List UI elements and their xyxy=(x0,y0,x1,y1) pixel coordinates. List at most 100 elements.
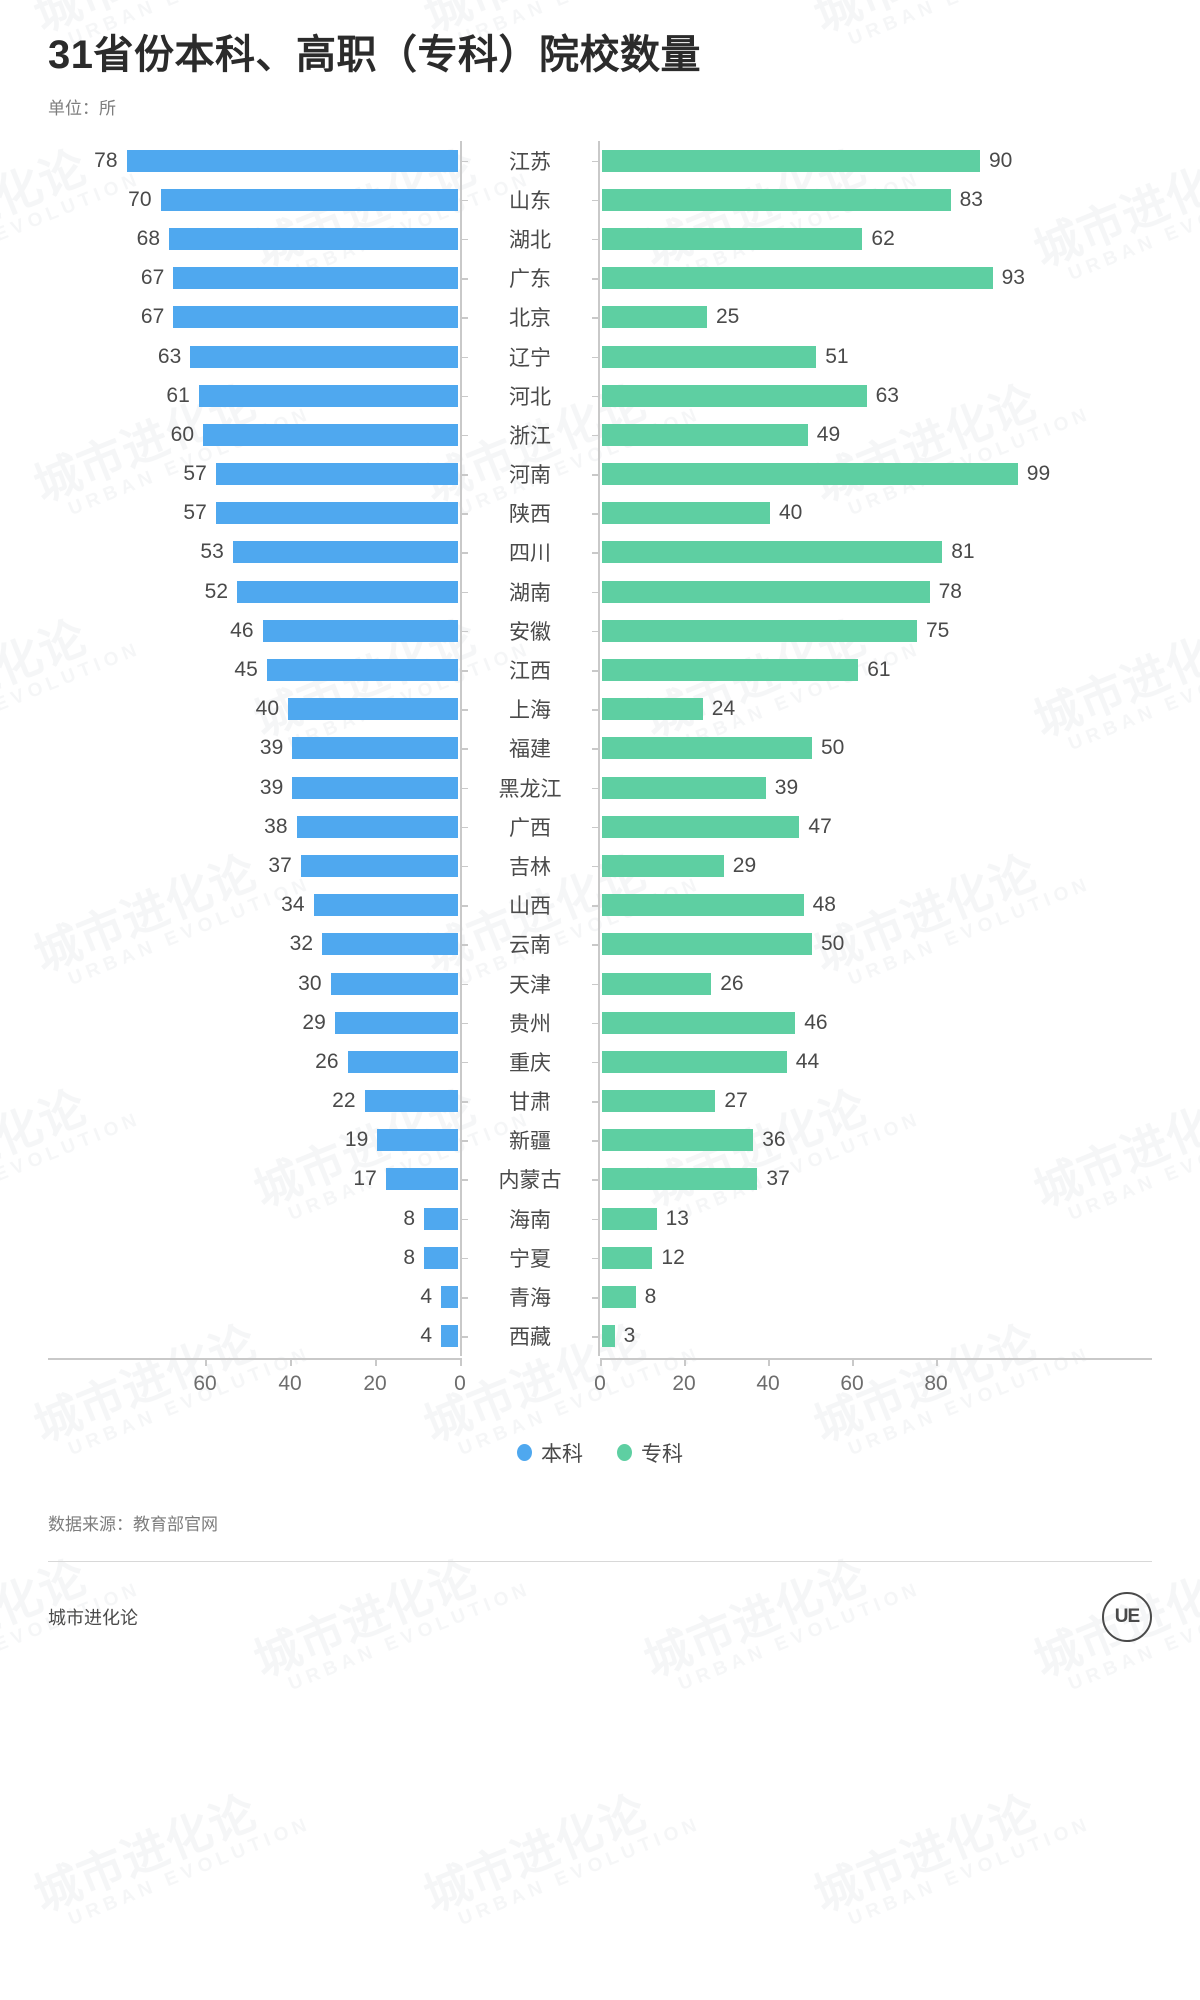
right-row-tick xyxy=(584,1082,600,1121)
left-bar xyxy=(377,1129,458,1152)
left-bar-value: 22 xyxy=(332,1089,356,1113)
left-row-tick xyxy=(460,1082,476,1121)
left-bar xyxy=(334,1011,458,1034)
right-bar-cell: 13 xyxy=(600,1199,1152,1238)
left-bar xyxy=(262,619,458,642)
left-bar-value: 45 xyxy=(234,658,258,682)
footer-divider xyxy=(48,1560,1152,1562)
left-bar-value: 26 xyxy=(315,1049,339,1073)
right-bar xyxy=(602,659,859,682)
right-bar-cell: 40 xyxy=(600,494,1152,533)
left-bar-cell: 57 xyxy=(48,455,460,494)
chart-row: 8 海南 13 xyxy=(48,1199,1152,1238)
right-bar-value: 93 xyxy=(1001,266,1025,290)
chart-row: 37 吉林 29 xyxy=(48,846,1152,885)
left-bar-cell: 45 xyxy=(48,650,460,689)
legend-label: 本科 xyxy=(541,1442,583,1466)
right-bar-value: 78 xyxy=(938,579,962,603)
left-bar-cell: 38 xyxy=(48,807,460,846)
right-bar xyxy=(602,1207,657,1230)
left-bar-cell: 46 xyxy=(48,611,460,650)
chart-legend: 本科 专科 xyxy=(48,1438,1152,1468)
province-label: 河南 xyxy=(509,464,551,488)
chart-row: 19 新疆 36 xyxy=(48,1121,1152,1160)
chart-row: 67 北京 25 xyxy=(48,298,1152,337)
left-bar xyxy=(424,1207,458,1230)
chart-row: 61 河北 63 xyxy=(48,376,1152,415)
axis-tick-mark xyxy=(684,1357,686,1366)
province-label: 辽宁 xyxy=(509,346,551,370)
left-row-tick xyxy=(460,1160,476,1199)
province-label: 云南 xyxy=(509,934,551,958)
left-bar-cell: 19 xyxy=(48,1121,460,1160)
left-bar-value: 52 xyxy=(204,579,228,603)
left-bar-cell: 63 xyxy=(48,337,460,376)
axis-tick-label: 60 xyxy=(193,1371,217,1395)
legend-item[interactable]: 本科 xyxy=(517,1438,583,1468)
left-row-tick xyxy=(460,964,476,1003)
right-bar xyxy=(602,972,712,995)
right-bar xyxy=(602,737,812,760)
chart-row: 32 云南 50 xyxy=(48,925,1152,964)
left-row-tick xyxy=(460,690,476,729)
right-bar-value: 26 xyxy=(720,971,744,995)
left-row-tick xyxy=(460,415,476,454)
right-bar-value: 24 xyxy=(711,697,736,721)
province-label: 西藏 xyxy=(509,1326,551,1350)
right-bar xyxy=(602,1129,754,1152)
axis-tick-label: 0 xyxy=(454,1371,466,1395)
chart-row: 70 山东 83 xyxy=(48,180,1152,219)
axis-tick-label: 60 xyxy=(840,1371,864,1395)
chart-row: 29 贵州 46 xyxy=(48,1003,1152,1042)
right-row-tick xyxy=(584,768,600,807)
axis-tick-label: 80 xyxy=(924,1371,948,1395)
left-row-tick xyxy=(460,650,476,689)
chart-body: 78 江苏 90 70 山东 83 68 湖北 62 67 广东 93 67 北京 25 63 辽宁 51 61 河北… xyxy=(48,141,1152,1408)
right-row-tick xyxy=(584,180,600,219)
right-row-tick xyxy=(584,729,600,768)
chart-header: 31省份本科、高职（专科）院校数量 单位：所 xyxy=(48,0,1152,119)
right-bar-value: 25 xyxy=(716,305,740,329)
chart-row: 34 山西 48 xyxy=(48,886,1152,925)
left-bar xyxy=(313,894,458,917)
left-bar-cell: 4 xyxy=(48,1277,460,1316)
right-bar-cell: 29 xyxy=(600,846,1152,885)
province-label: 广东 xyxy=(509,268,551,292)
right-bar-cell: 36 xyxy=(600,1121,1152,1160)
left-row-tick xyxy=(460,572,476,611)
left-bar-value: 17 xyxy=(353,1167,377,1191)
right-row-tick xyxy=(584,1199,600,1238)
right-bar xyxy=(602,384,867,407)
left-row-tick xyxy=(460,455,476,494)
left-row-tick xyxy=(460,611,476,650)
right-bar xyxy=(602,149,980,172)
left-row-tick xyxy=(460,180,476,219)
right-bar-cell: 26 xyxy=(600,964,1152,1003)
left-bar xyxy=(347,1050,458,1073)
right-row-tick xyxy=(584,376,600,415)
left-bar xyxy=(160,188,458,211)
left-bar xyxy=(126,149,458,172)
left-bar xyxy=(266,659,458,682)
province-label: 内蒙古 xyxy=(498,1169,562,1193)
right-bar xyxy=(602,306,707,329)
right-bar-cell: 25 xyxy=(600,298,1152,337)
left-bar-value: 78 xyxy=(94,148,118,172)
province-label: 新疆 xyxy=(509,1130,551,1154)
right-bar xyxy=(602,815,800,838)
left-row-tick xyxy=(460,729,476,768)
province-label: 宁夏 xyxy=(509,1247,551,1271)
left-bar xyxy=(173,306,458,329)
province-label: 湖北 xyxy=(509,228,551,252)
right-bar-value: 90 xyxy=(989,148,1013,172)
right-bar-cell: 62 xyxy=(600,219,1152,258)
province-label: 陕西 xyxy=(509,503,551,527)
left-row-tick xyxy=(460,886,476,925)
legend-item[interactable]: 专科 xyxy=(617,1438,683,1468)
right-bar-value: 13 xyxy=(665,1206,689,1230)
chart-row: 57 陕西 40 xyxy=(48,494,1152,533)
right-bar xyxy=(602,698,703,721)
page-title: 31省份本科、高职（专科）院校数量 xyxy=(48,33,701,77)
chart-row: 8 宁夏 12 xyxy=(48,1238,1152,1277)
left-bar-cell: 37 xyxy=(48,846,460,885)
